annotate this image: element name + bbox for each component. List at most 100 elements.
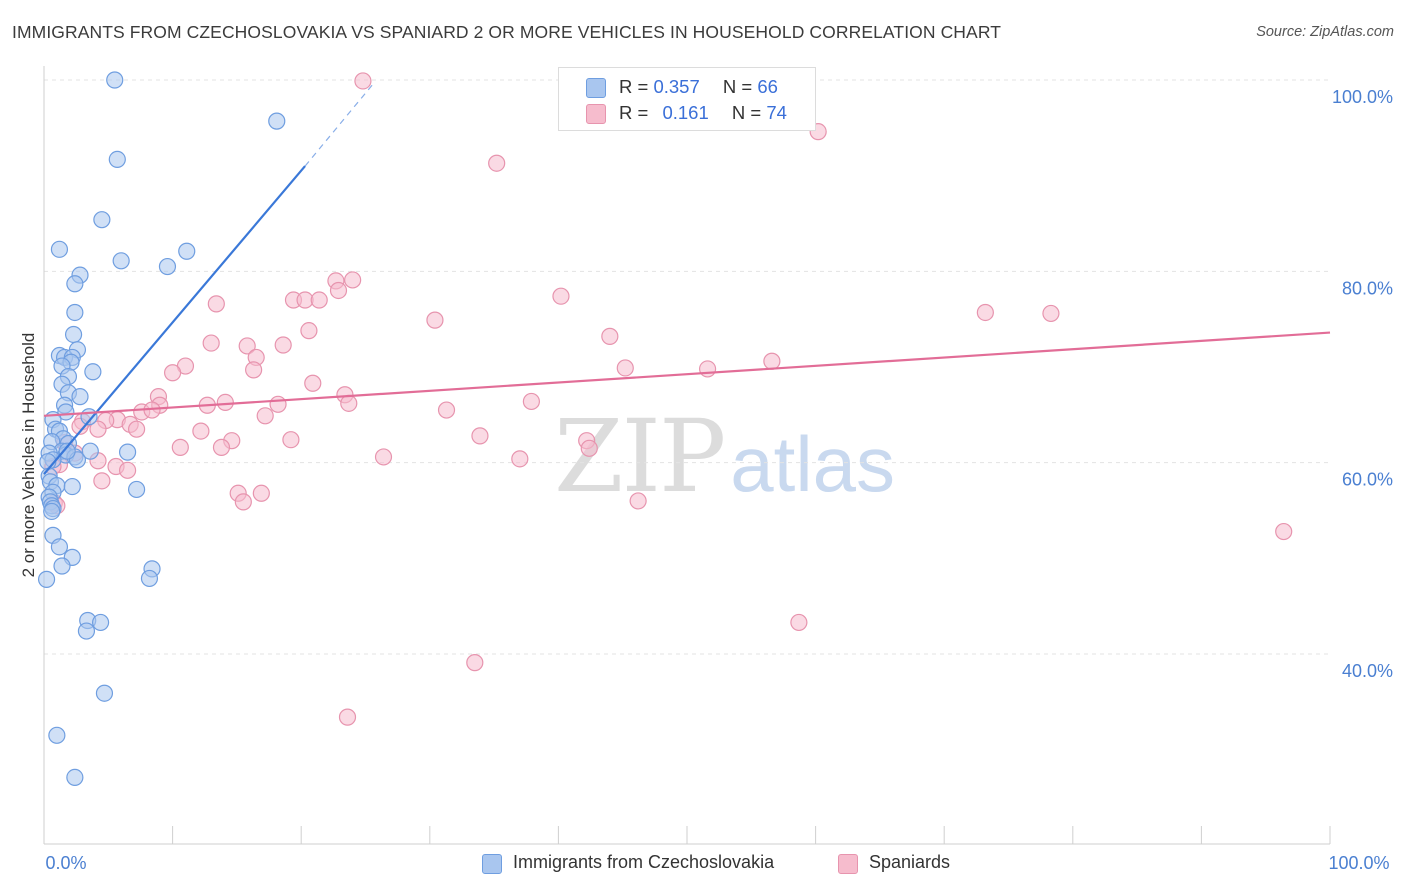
spaniards-point — [1275, 522, 1293, 541]
legend-n-label: N = — [731, 102, 767, 123]
legend-swatch-czechoslovakia — [482, 854, 502, 874]
czechoslovakia-point — [57, 403, 75, 421]
source-label: Source: ZipAtlas.com — [1256, 24, 1394, 40]
legend-series: Immigrants from Czechoslovakia Spaniards — [0, 852, 1406, 878]
spaniards-trend-line — [43, 331, 1331, 417]
czechoslovakia-point — [50, 240, 69, 258]
spaniards-point — [698, 360, 717, 378]
spaniards-point — [374, 448, 393, 466]
legend-row-spaniards: R = 0.161 N = 74 — [586, 102, 787, 126]
czechoslovakia-point — [81, 442, 99, 460]
spaniards-point — [522, 392, 540, 411]
y-tick-label: 100.0% — [1332, 87, 1393, 107]
spaniards-point — [192, 422, 210, 440]
legend-n-value: 74 — [766, 102, 787, 123]
czechoslovakia-trend-line — [43, 165, 306, 475]
y-axis-label: 2 or more Vehicles in Household — [19, 333, 38, 578]
watermark-atlas: atlas — [730, 420, 896, 508]
legend-r-label: R = — [619, 76, 654, 97]
czechoslovakia-point — [77, 622, 96, 640]
spaniards-point — [118, 461, 137, 479]
czechoslovakia-point — [71, 388, 89, 406]
czechoslovakia-point — [63, 477, 81, 496]
spaniards-point — [338, 708, 357, 726]
spaniards-point — [164, 364, 182, 382]
spaniards-point — [310, 291, 328, 309]
y-tick-label: 80.0% — [1342, 278, 1393, 298]
spaniards-point — [202, 334, 220, 352]
spaniards-point — [274, 336, 292, 354]
legend-swatch-blue — [586, 78, 606, 98]
spaniards-point — [245, 361, 263, 379]
czechoslovakia-point — [43, 502, 61, 521]
legend-r-label: R = — [619, 102, 654, 123]
y-tick-label: 60.0% — [1342, 470, 1393, 490]
czechoslovakia-point — [66, 303, 84, 322]
x-tick-label-max: 100.0% — [1328, 853, 1389, 873]
czechoslovakia-point — [84, 363, 102, 381]
spaniards-point — [616, 359, 634, 377]
spaniards-point — [212, 438, 231, 456]
legend-r-value: 0.357 — [653, 76, 700, 97]
czechoslovakia-point — [158, 257, 177, 276]
czechoslovakia-point — [66, 275, 84, 293]
spaniards-point — [256, 407, 274, 425]
trend-lines — [43, 83, 1331, 475]
legend-n-value: 66 — [757, 76, 778, 97]
legend-row-czechoslovakia: R = 0.357 N = 66 — [586, 76, 778, 100]
czechoslovakia-point — [66, 768, 84, 787]
axes — [43, 66, 1330, 845]
grid-lines — [44, 79, 1330, 655]
spaniards-point — [234, 493, 252, 511]
czechoslovakia-point — [106, 71, 124, 89]
czechoslovakia-point — [53, 557, 71, 575]
spaniards-point — [282, 431, 300, 449]
spaniards-points — [44, 72, 1293, 726]
spaniards-point — [93, 472, 111, 490]
czechoslovakia-point — [50, 538, 69, 556]
spaniards-point — [344, 271, 362, 289]
czechoslovakia-point — [64, 325, 83, 344]
czechoslovakia-point — [127, 480, 146, 499]
spaniards-point — [466, 654, 484, 672]
spaniards-point — [354, 72, 372, 90]
spaniards-point — [216, 393, 234, 411]
czechoslovakia-point — [268, 112, 286, 130]
spaniards-point — [207, 295, 225, 313]
czechoslovakia-point — [91, 613, 110, 632]
y-tick-label: 40.0% — [1342, 661, 1393, 681]
legend-swatch-spaniards — [838, 854, 858, 874]
czechoslovakia-point — [48, 726, 66, 744]
spaniards-point — [488, 154, 506, 172]
spaniards-point — [1042, 304, 1060, 323]
spaniards-point — [252, 484, 270, 502]
spaniards-point — [304, 374, 322, 392]
legend-label-spaniards: Spaniards — [869, 852, 951, 872]
czechoslovakia-point — [108, 150, 126, 169]
legend-swatch-pink — [586, 104, 606, 124]
spaniards-point — [89, 420, 107, 438]
y-tick-labels: 40.0% 60.0% 80.0% 100.0% — [1332, 87, 1393, 681]
spaniards-point — [763, 352, 781, 370]
spaniards-point — [329, 281, 348, 300]
spaniards-point — [976, 303, 994, 322]
spaniards-point — [127, 420, 146, 438]
spaniards-point — [601, 327, 619, 345]
legend-label-czechoslovakia: Immigrants from Czechoslovakia — [513, 852, 775, 872]
legend-n-label: N = — [722, 76, 758, 97]
spaniards-point — [437, 401, 456, 419]
spaniards-point — [300, 322, 318, 340]
spaniards-point — [471, 427, 489, 445]
spaniards-point — [790, 613, 808, 632]
spaniards-point — [629, 492, 647, 510]
spaniards-point — [171, 438, 189, 456]
czechoslovakia-point — [93, 211, 111, 229]
chart-title: IMMIGRANTS FROM CZECHOSLOVAKIA VS SPANIA… — [12, 22, 1002, 42]
czechoslovakia-point — [95, 684, 114, 702]
czechoslovakia-point — [178, 242, 196, 260]
czechoslovakia-point — [140, 569, 159, 588]
x-tick-label-min: 0.0% — [45, 853, 86, 873]
spaniards-point — [269, 395, 287, 413]
spaniards-point — [340, 394, 358, 412]
spaniards-point — [426, 311, 444, 329]
